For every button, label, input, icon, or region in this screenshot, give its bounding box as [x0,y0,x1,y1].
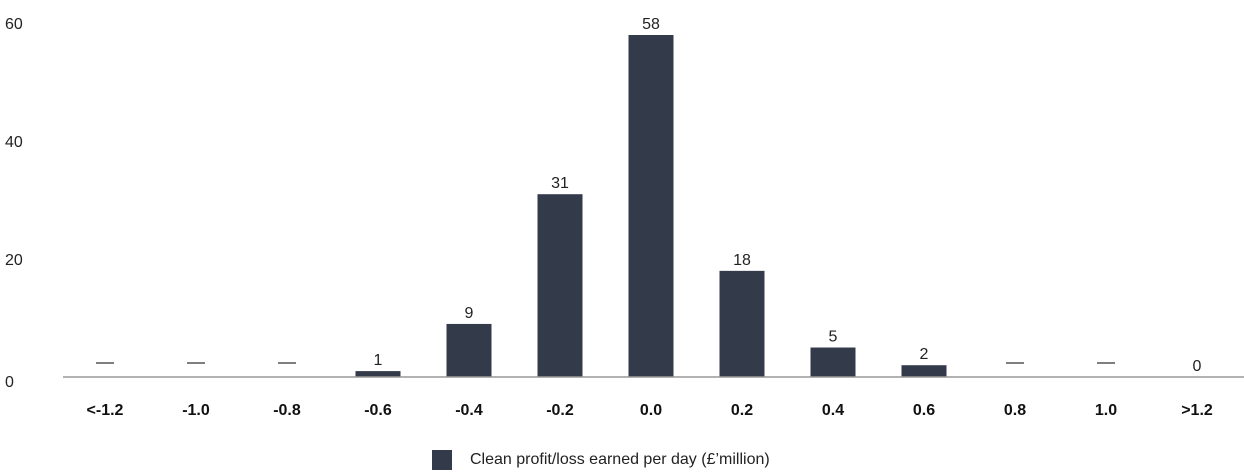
x-tick-label: -0.8 [273,402,301,419]
legend-label: Clean profit/loss earned per day (£’mill… [470,451,770,468]
data-label: 31 [551,175,569,192]
bar [355,371,401,377]
bar [628,35,674,377]
x-tick-label: 0.4 [822,402,844,419]
data-label: 58 [642,16,660,33]
x-tick-label: 0.0 [640,402,662,419]
bar [719,270,765,377]
bar [446,323,492,377]
y-tick-label: 0 [5,374,14,391]
data-label: 9 [465,305,474,322]
x-tick-label: 0.2 [731,402,753,419]
x-tick-label: -0.2 [546,402,574,419]
x-tick-label: -0.4 [455,402,483,419]
data-label: 18 [733,252,751,269]
legend: Clean profit/loss earned per day (£’mill… [432,450,770,470]
y-tick-label: 20 [5,252,23,269]
x-tick-label: >1.2 [1181,402,1213,419]
x-tick-label: -1.0 [182,402,210,419]
legend-swatch [432,450,452,470]
x-tick-label: 0.8 [1004,402,1026,419]
x-tick-label: <-1.2 [87,402,124,419]
x-tick-label: 0.6 [913,402,935,419]
x-tick-label: 1.0 [1095,402,1117,419]
y-tick-label: 60 [5,16,23,33]
data-label: 0 [1193,358,1202,375]
data-label: 1 [374,352,383,369]
bar [901,365,947,377]
bar [810,347,856,377]
y-tick-label: 40 [5,134,23,151]
x-tick-label: -0.6 [364,402,392,419]
data-label: 2 [920,346,929,363]
data-label: 5 [829,329,838,346]
bar [537,194,583,377]
